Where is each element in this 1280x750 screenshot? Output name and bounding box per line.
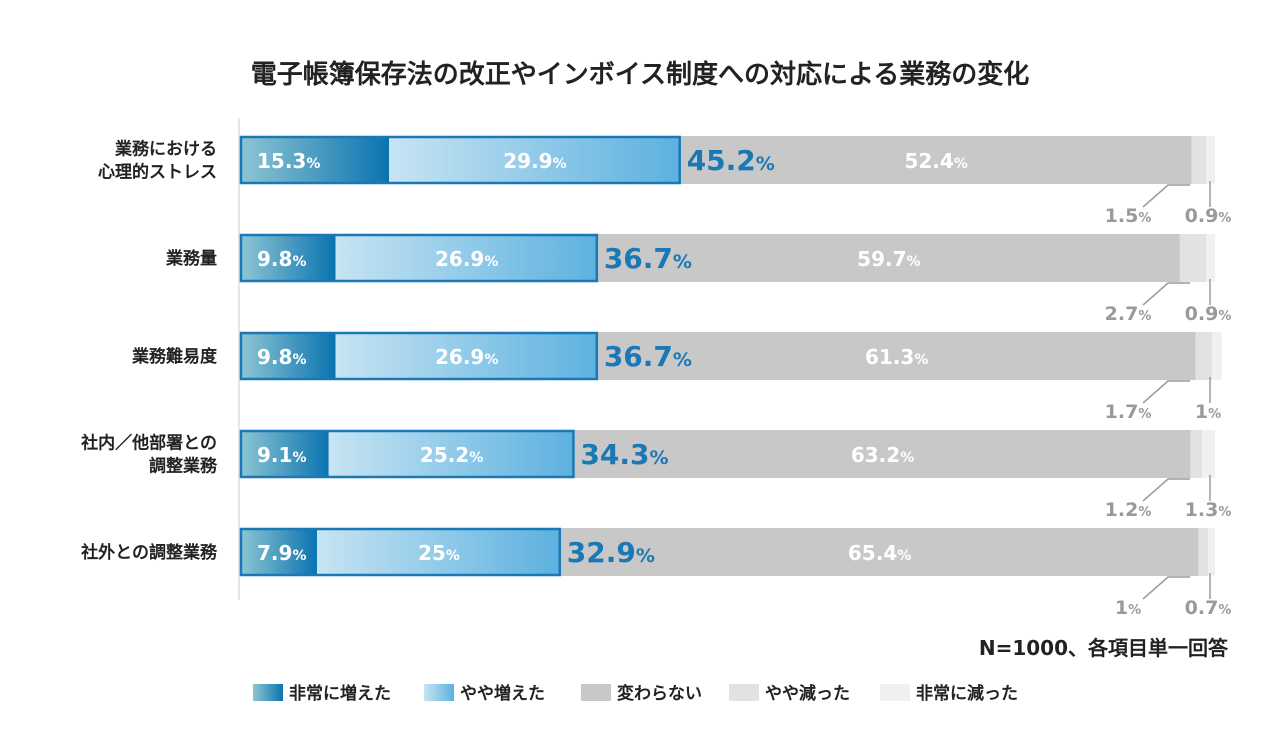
bar-very-decreased [1206,234,1215,282]
legend-swatch [253,684,283,701]
legend-label: やや増えた [460,683,545,704]
label-slightly-decreased: 2.7% [1105,303,1152,325]
legend-swatch [729,684,759,701]
label-very-decreased: 0.9% [1185,303,1232,325]
label-slightly-increased: 25.2% [420,443,483,467]
label-slightly-increased: 25% [418,541,460,565]
label-very-decreased: 1% [1195,401,1221,423]
category-label: 業務における心理的ストレス [98,139,217,183]
label-very-decreased: 0.7% [1185,597,1232,619]
bar-unchanged [597,332,1196,380]
bar-slightly-increased [389,136,681,184]
label-increase-total: 45.2% [687,144,775,177]
label-increase-total: 36.7% [604,340,692,373]
legend-item: やや増えた [424,683,545,704]
category-label: 業務量 [166,248,217,269]
bar-slightly-decreased [1190,430,1203,478]
bar-slightly-increased [317,528,561,576]
legend-item: 非常に減った [880,683,1018,704]
bar-row: 社外との調整業務 7.9% 25% 65.4% 32.9% 1% 0.7% [80,527,1232,619]
bar-very-increased [240,136,390,184]
label-unchanged: 61.3% [865,345,928,369]
bar-unchanged [560,528,1199,576]
label-very-increased: 15.3% [257,149,320,173]
increase-outline [239,429,575,479]
bar-slightly-increased [328,430,575,478]
increase-outline [239,233,599,283]
leader-slightly-decreased [1142,576,1190,600]
chart-title: 電子帳簿保存法の改正やインボイス制度への対応による業務の変化 [251,59,1029,90]
bar-very-increased [240,332,336,380]
label-very-decreased: 1.3% [1185,499,1232,521]
legend-swatch [424,684,454,701]
legend-item: 変わらない [581,683,702,704]
leader-slightly-decreased [1142,184,1190,208]
bar-very-decreased [1212,332,1222,380]
bar-slightly-decreased [1195,332,1213,380]
category-label: 社外との調整業務 [80,542,218,563]
chart-note: N=1000、各項目単一回答 [979,636,1229,660]
legend-swatch [880,684,910,701]
bar-row: 業務難易度 9.8% 26.9% 61.3% 36.7% 1.7% 1% [132,331,1222,423]
label-slightly-decreased: 1.2% [1105,499,1152,521]
label-slightly-increased: 26.9% [435,247,498,271]
bar-unchanged [597,234,1180,282]
legend-item: 非常に増えた [253,683,391,704]
increase-outline [239,135,681,185]
bar-unchanged [680,136,1192,184]
label-unchanged: 63.2% [851,443,914,467]
label-very-increased: 9.8% [257,345,306,369]
bar-row: 業務量 9.8% 26.9% 59.7% 36.7% 2.7% 0.9% [166,233,1232,325]
bar-slightly-decreased [1191,136,1207,184]
bars-layer: 業務における心理的ストレス 15.3% 29.9% 52.4% 45.2% 1.5% 0.9… [80,135,1232,619]
leader-slightly-decreased [1142,282,1190,306]
label-slightly-decreased: 1% [1115,597,1141,619]
bar-slightly-decreased [1179,234,1207,282]
bar-very-decreased [1208,528,1215,576]
increase-outline [239,331,599,381]
increase-outline [239,527,562,577]
label-unchanged: 59.7% [857,247,920,271]
label-increase-total: 34.3% [580,438,668,471]
bar-very-increased [240,430,329,478]
bar-very-increased [240,528,318,576]
bar-very-decreased [1206,136,1215,184]
label-unchanged: 52.4% [904,149,967,173]
label-very-increased: 7.9% [257,541,306,565]
bar-row: 業務における心理的ストレス 15.3% 29.9% 52.4% 45.2% 1.5% 0.9… [98,135,1232,227]
bar-row: 社内／他部署との調整業務 9.1% 25.2% 63.2% 34.3% 1.2% 1.3% [80,429,1232,521]
category-label: 業務難易度 [132,346,218,367]
label-slightly-increased: 29.9% [503,149,566,173]
bar-slightly-increased [335,234,598,282]
label-very-decreased: 0.9% [1185,205,1232,227]
label-slightly-increased: 26.9% [435,345,498,369]
legend-label: 非常に減った [916,683,1018,704]
leader-slightly-decreased [1142,380,1190,404]
label-slightly-decreased: 1.7% [1105,401,1152,423]
category-label: 社内／他部署との調整業務 [80,433,218,477]
label-unchanged: 65.4% [848,541,911,565]
label-increase-total: 32.9% [567,536,655,569]
label-slightly-decreased: 1.5% [1105,205,1152,227]
legend-swatch [581,684,611,701]
bar-very-increased [240,234,336,282]
label-very-increased: 9.8% [257,247,306,271]
bar-slightly-decreased [1198,528,1209,576]
bar-very-decreased [1202,430,1215,478]
label-very-increased: 9.1% [257,443,306,467]
leader-slightly-decreased [1142,478,1190,502]
legend-label: 非常に増えた [289,683,391,704]
bar-unchanged [574,430,1191,478]
legend-label: やや減った [765,683,850,704]
legend-label: 変わらない [617,683,702,704]
legend: 非常に増えた やや増えた 変わらない やや減った 非常に減った [253,683,1018,704]
bar-slightly-increased [335,332,598,380]
legend-item: やや減った [729,683,850,704]
label-increase-total: 36.7% [604,242,692,275]
